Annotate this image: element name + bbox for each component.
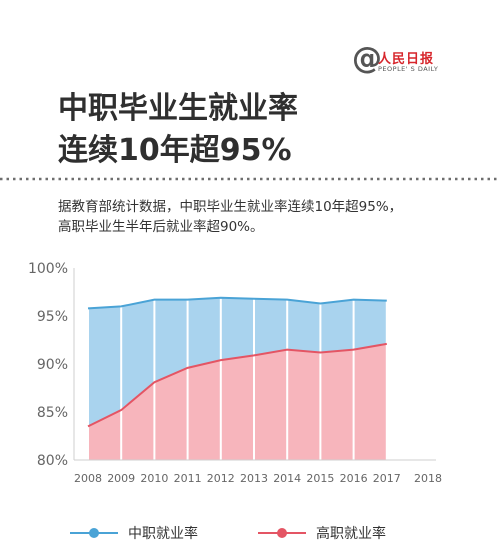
x-tick-label: 2009 xyxy=(107,472,135,485)
x-tick-label: 2018 xyxy=(414,472,442,485)
x-tick-label: 2008 xyxy=(74,472,102,485)
legend-marker xyxy=(89,528,99,538)
legend-label: 中职就业率 xyxy=(128,525,198,542)
x-tick-label: 2016 xyxy=(340,472,368,485)
x-tick-label: 2014 xyxy=(273,472,301,485)
x-tick-label: 2017 xyxy=(373,472,401,485)
vocational-area xyxy=(88,297,387,427)
dotted-divider xyxy=(0,177,500,181)
x-tick-label: 2015 xyxy=(306,472,334,485)
x-tick-label: 2010 xyxy=(140,472,168,485)
x-tick-label: 2011 xyxy=(174,472,202,485)
legend-label: 高职就业率 xyxy=(316,525,386,542)
legend-marker xyxy=(277,528,287,538)
description-line-2: 高职毕业生半年后就业率超90%。 xyxy=(58,219,264,235)
logo-english-name: PEOPLE' S DAILY xyxy=(378,65,439,73)
y-tick-label: 90% xyxy=(37,357,68,373)
y-tick-label: 85% xyxy=(37,405,68,421)
x-tick-label: 2012 xyxy=(207,472,235,485)
title-line-2: 连续10年超95% xyxy=(58,133,292,168)
higher-line xyxy=(87,342,387,428)
vocational-line xyxy=(87,296,387,310)
higher-area xyxy=(88,343,387,460)
y-tick-label: 100% xyxy=(28,261,68,277)
description: 据教育部统计数据，中职毕业生就业率连续10年超95%， 高职毕业生半年后就业率超… xyxy=(58,197,488,237)
x-tick-label: 2013 xyxy=(240,472,268,485)
description-line-1: 据教育部统计数据，中职毕业生就业率连续10年超95%， xyxy=(58,199,403,215)
page-title: 中职毕业生就业率 连续10年超95% xyxy=(58,88,298,172)
title-line-1: 中职毕业生就业率 xyxy=(58,91,298,126)
at-icon: @ xyxy=(352,41,382,76)
y-tick-label: 80% xyxy=(37,453,68,469)
y-tick-label: 95% xyxy=(37,309,68,325)
logo-name: 人民日报 xyxy=(378,52,435,67)
peoples-daily-logo: @ 人民日报 PEOPLE' S DAILY xyxy=(352,44,462,80)
